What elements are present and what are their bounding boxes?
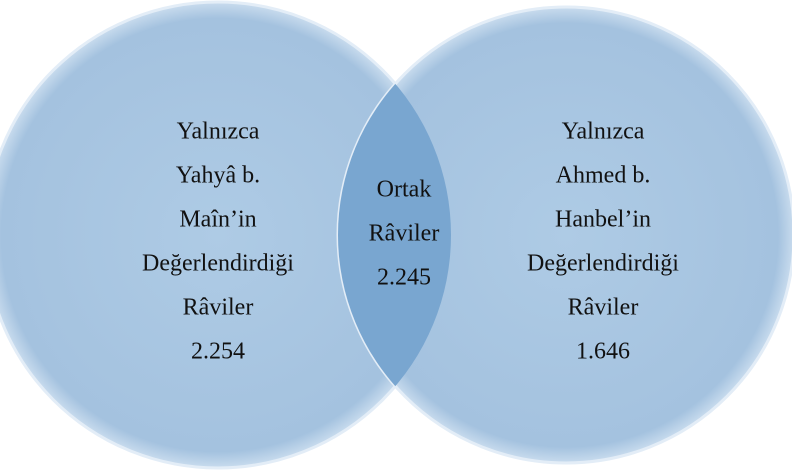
left-label: Râviler: [183, 295, 254, 321]
right-label: Râviler: [568, 295, 639, 321]
labels: Yalnızca Yahyâ b. Maîn’in Değerlendirdiği Râ…: [142, 119, 679, 365]
left-label: 2.254: [191, 339, 245, 365]
right-label: Değerlendirdiği: [527, 251, 679, 277]
left-label: Maîn’in: [179, 207, 256, 233]
intersection-label: Ortak: [377, 177, 432, 203]
right-label: 1.646: [576, 339, 630, 365]
left-label: Yahyâ b.: [176, 163, 260, 189]
intersection-label: Râviler: [369, 221, 440, 247]
left-label: Değerlendirdiği: [142, 251, 294, 277]
right-label: Hanbel’in: [555, 207, 651, 233]
right-label: Yalnızca: [562, 119, 645, 145]
intersection-label: 2.245: [377, 265, 431, 291]
right-label: Ahmed b.: [556, 163, 651, 189]
left-label: Yalnızca: [177, 119, 260, 145]
